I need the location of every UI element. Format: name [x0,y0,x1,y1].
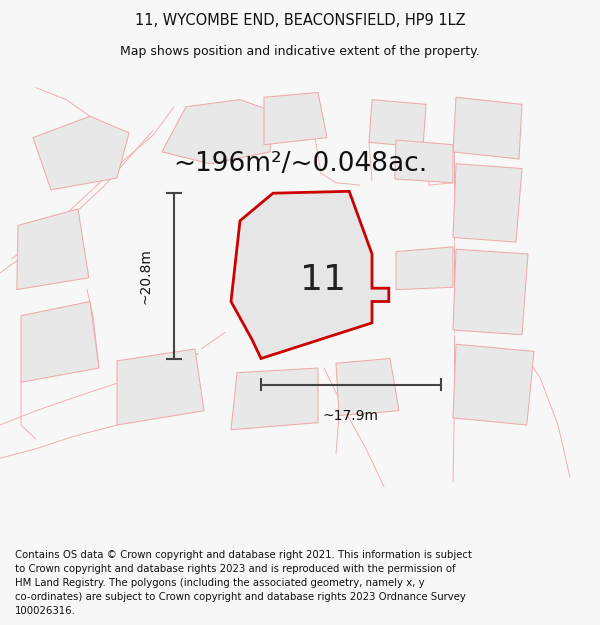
Text: ~196m²/~0.048ac.: ~196m²/~0.048ac. [173,151,427,177]
Polygon shape [453,344,534,425]
Polygon shape [396,247,453,289]
Polygon shape [117,349,204,425]
Polygon shape [264,92,327,145]
Text: Map shows position and indicative extent of the property.: Map shows position and indicative extent… [120,45,480,58]
Text: 11: 11 [299,263,346,297]
Polygon shape [33,116,129,190]
Polygon shape [453,98,522,159]
Text: 11, WYCOMBE END, BEACONSFIELD, HP9 1LZ: 11, WYCOMBE END, BEACONSFIELD, HP9 1LZ [134,13,466,28]
Polygon shape [21,301,99,382]
Polygon shape [336,359,399,416]
Text: ~17.9m: ~17.9m [323,409,379,422]
Text: Contains OS data © Crown copyright and database right 2021. This information is : Contains OS data © Crown copyright and d… [15,550,472,616]
Polygon shape [17,209,89,289]
Polygon shape [231,368,318,430]
Polygon shape [231,191,389,359]
Polygon shape [162,99,273,164]
Polygon shape [395,140,453,182]
Polygon shape [453,164,522,242]
Polygon shape [453,249,528,335]
Polygon shape [369,99,426,147]
Text: ~20.8m: ~20.8m [138,248,152,304]
